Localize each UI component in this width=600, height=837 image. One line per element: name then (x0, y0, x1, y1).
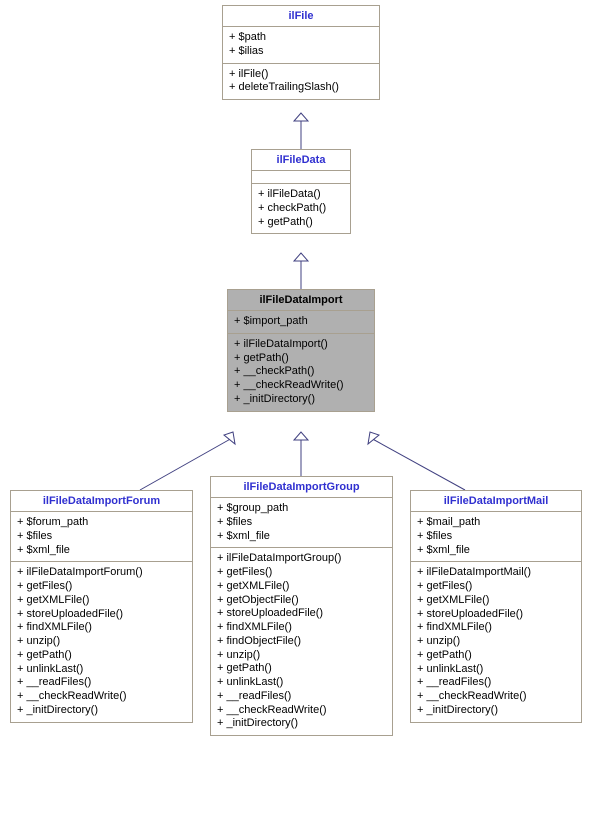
attributes-section: + $group_path+ $files+ $xml_file (211, 498, 392, 548)
inheritance-arrowhead (224, 432, 235, 444)
class-ilFileDataImportGroup: ilFileDataImportGroup + $group_path+ $fil… (210, 476, 393, 736)
attribute-row: + $forum_path (17, 516, 186, 530)
method-row: + _initDirectory() (234, 393, 368, 407)
attributes-section: + $mail_path+ $files+ $xml_file (411, 512, 581, 562)
attributes-section: + $forum_path+ $files+ $xml_file (11, 512, 192, 562)
method-row: + findXMLFile() (217, 621, 386, 635)
method-row: + __readFiles() (17, 676, 186, 690)
class-title[interactable]: ilFile (223, 6, 379, 27)
method-row: + __readFiles() (417, 676, 575, 690)
method-row: + findXMLFile() (17, 621, 186, 635)
method-row: + getObjectFile() (217, 594, 386, 608)
method-row: + getFiles() (217, 566, 386, 580)
class-ilFileDataImport: ilFileDataImport + $import_path + ilFileDa… (227, 289, 375, 412)
inheritance-arrowhead (294, 432, 308, 440)
method-row: + ilFileDataImportMail() (417, 566, 575, 580)
method-row: + ilFileDataImportForum() (17, 566, 186, 580)
method-row: + getXMLFile() (217, 580, 386, 594)
method-row: + __checkReadWrite() (234, 379, 368, 393)
attribute-row: + $xml_file (217, 530, 386, 544)
inheritance-arrowhead (294, 113, 308, 121)
method-row: + unlinkLast() (17, 663, 186, 677)
attribute-row: + $mail_path (417, 516, 575, 530)
method-row: + getXMLFile() (417, 594, 575, 608)
method-row: + findObjectFile() (217, 635, 386, 649)
attribute-row: + $files (417, 530, 575, 544)
methods-section: + ilFileDataImportForum()+ getFiles()+ g… (11, 562, 192, 721)
method-row: + unlinkLast() (217, 676, 386, 690)
method-row: + getXMLFile() (17, 594, 186, 608)
class-title-link[interactable]: ilFileDataImportMail (444, 495, 549, 507)
class-title-link[interactable]: ilFileData (277, 154, 326, 166)
attributes-section: + $import_path (228, 311, 374, 334)
inheritance-arrowhead (368, 432, 379, 444)
class-ilFileDataImportForum: ilFileDataImportForum + $forum_path+ $fil… (10, 490, 193, 723)
method-row: + getPath() (417, 649, 575, 663)
class-title-link[interactable]: ilFileDataImportGroup (243, 481, 359, 493)
class-title[interactable]: ilFileDataImportForum (11, 491, 192, 512)
class-title: ilFileDataImport (228, 290, 374, 311)
attribute-row: + $path (229, 31, 373, 45)
methods-section: + ilFileDataImportGroup()+ getFiles()+ g… (211, 548, 392, 735)
attribute-row: + $xml_file (417, 544, 575, 558)
method-row: + ilFile() (229, 68, 373, 82)
method-row: + __checkReadWrite() (217, 704, 386, 718)
method-row: + getPath() (258, 216, 344, 230)
method-row: + ilFileDataImport() (234, 338, 368, 352)
method-row: + unzip() (417, 635, 575, 649)
attribute-row: + $group_path (217, 502, 386, 516)
method-row: + getFiles() (417, 580, 575, 594)
method-row: + __readFiles() (217, 690, 386, 704)
method-row: + getPath() (217, 662, 386, 676)
methods-section: + ilFileData()+ checkPath()+ getPath() (252, 184, 350, 233)
methods-section: + ilFile()+ deleteTrailingSlash() (223, 64, 379, 100)
method-row: + getFiles() (17, 580, 186, 594)
method-row: + unzip() (217, 649, 386, 663)
method-row: + _initDirectory() (417, 704, 575, 718)
class-title-link[interactable]: ilFile (288, 10, 313, 22)
method-row: + findXMLFile() (417, 621, 575, 635)
attribute-row: + $xml_file (17, 544, 186, 558)
method-row: + ilFileData() (258, 188, 344, 202)
inheritance-arrowhead (294, 253, 308, 261)
attributes-section: + $path+ $ilias (223, 27, 379, 64)
attribute-row: + $import_path (234, 315, 368, 329)
method-row: + storeUploadedFile() (17, 608, 186, 622)
method-row: + getPath() (234, 352, 368, 366)
method-row: + __checkReadWrite() (17, 690, 186, 704)
method-row: + storeUploadedFile() (217, 607, 386, 621)
method-row: + _initDirectory() (17, 704, 186, 718)
methods-section: + ilFileDataImportMail()+ getFiles()+ ge… (411, 562, 581, 721)
method-row: + storeUploadedFile() (417, 608, 575, 622)
method-row: + __checkPath() (234, 365, 368, 379)
methods-section: + ilFileDataImport()+ getPath()+ __check… (228, 334, 374, 411)
class-title[interactable]: ilFileData (252, 150, 350, 171)
attribute-row: + $files (217, 516, 386, 530)
class-ilFile: ilFile+ $path+ $ilias+ ilFile()+ deleteT… (222, 5, 380, 100)
method-row: + ilFileDataImportGroup() (217, 552, 386, 566)
attribute-row: + $files (17, 530, 186, 544)
class-title-link[interactable]: ilFileDataImportForum (43, 495, 160, 507)
attribute-row: + $ilias (229, 45, 373, 59)
method-row: + deleteTrailingSlash() (229, 81, 373, 95)
method-row: + getPath() (17, 649, 186, 663)
method-row: + unzip() (17, 635, 186, 649)
class-ilFileData: ilFileData + ilFileData()+ checkPath()+ g… (251, 149, 351, 234)
method-row: + _initDirectory() (217, 717, 386, 731)
class-ilFileDataImportMail: ilFileDataImportMail + $mail_path+ $files… (410, 490, 582, 723)
method-row: + unlinkLast() (417, 663, 575, 677)
class-title[interactable]: ilFileDataImportMail (411, 491, 581, 512)
method-row: + __checkReadWrite() (417, 690, 575, 704)
attributes-section (252, 171, 350, 184)
class-title[interactable]: ilFileDataImportGroup (211, 477, 392, 498)
method-row: + checkPath() (258, 202, 344, 216)
